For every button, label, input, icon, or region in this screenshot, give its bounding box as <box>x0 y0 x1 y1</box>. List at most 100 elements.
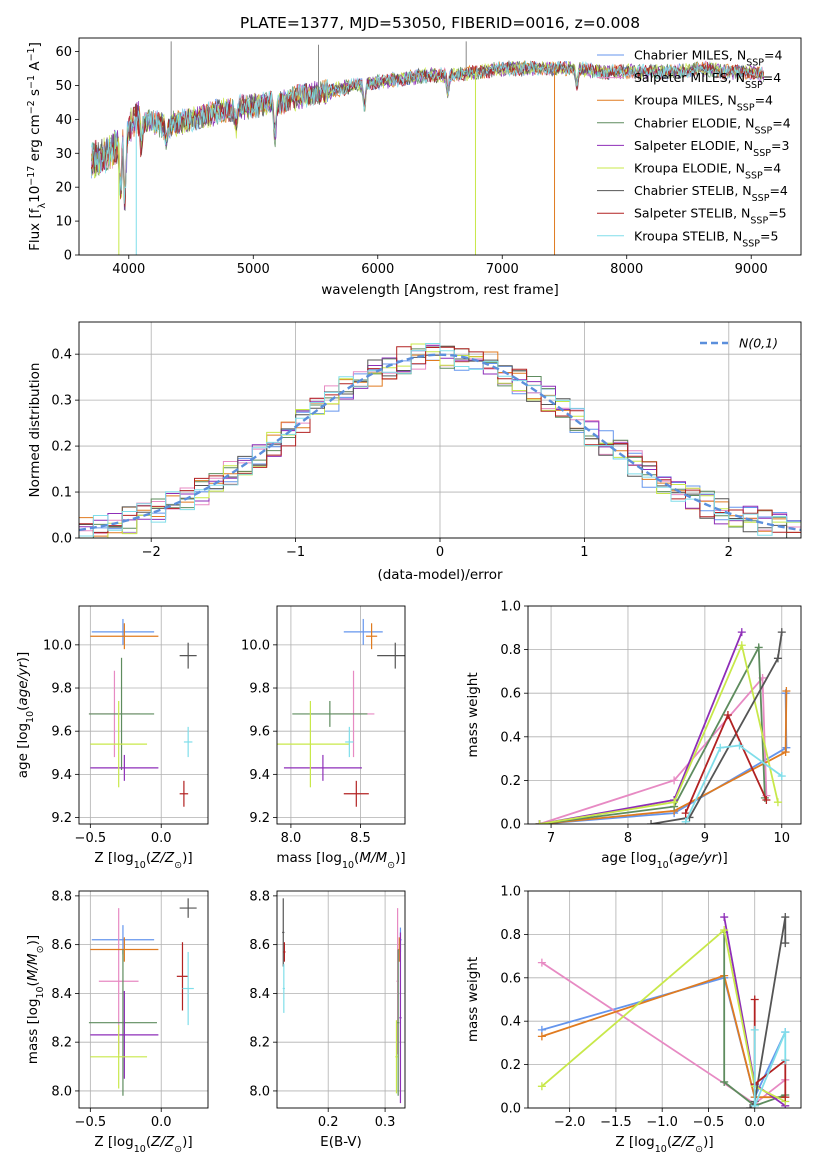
weight-marker <box>670 776 679 785</box>
x-tick-label: 0.0 <box>151 1115 172 1130</box>
weight-marker <box>781 1028 790 1037</box>
panel-residual_hist: −2 −1 0 1 2 0.0 0.1 0.2 0.3 0.4 N(0,1) (data-model)… <box>27 321 802 583</box>
spectrum-line <box>91 60 764 204</box>
y-tick-label: 0 <box>64 249 72 264</box>
x-tick-label: −1.0 <box>646 1115 678 1130</box>
weight-marker <box>737 628 746 637</box>
weight-marker <box>754 643 763 652</box>
axes-frame <box>78 37 802 256</box>
x-tick-label: 9000 <box>735 262 768 277</box>
weight-marker <box>777 772 786 781</box>
x-axis-label: (data-model)/error <box>377 567 503 583</box>
y-tick-label: 40 <box>55 113 72 128</box>
weight-marker <box>720 1077 729 1086</box>
weight-line <box>749 916 787 1108</box>
x-tick-label: 0.0 <box>744 1115 765 1130</box>
legend-label: Kroupa MILES, NSSP=4 <box>634 93 773 114</box>
y-tick-label: 60 <box>55 45 72 60</box>
weight-marker <box>773 798 782 807</box>
weight-marker <box>777 628 786 637</box>
x-axis-label: Z [log10(Z/Z⊙)] <box>94 1134 192 1155</box>
x-tick-label: 8.5 <box>350 831 371 846</box>
y-tick-label: 1.0 <box>500 600 521 615</box>
gridlines <box>277 891 405 1108</box>
figure-title: PLATE=1377, MJD=53050, FIBERID=0016, z=0… <box>240 14 640 32</box>
y-tick-label: 30 <box>55 147 72 162</box>
histogram-step <box>79 343 801 537</box>
ticks: 7 8 9 10 0.0 0.2 0.4 0.6 0.8 1.0 <box>500 600 790 847</box>
y-tick-label: 9.8 <box>51 682 72 697</box>
x-tick-label: 0.2 <box>318 1115 339 1130</box>
x-tick-label: 7 <box>547 831 555 846</box>
ticks: −0.5 0.0 8.0 8.2 8.4 8.6 8.8 <box>51 889 171 1130</box>
x-tick-label: 0 <box>436 545 444 560</box>
y-axis-label: Normed distribution <box>27 363 43 498</box>
y-tick-label: 8.4 <box>249 987 270 1002</box>
x-tick-label: 6000 <box>361 262 394 277</box>
weight-marker <box>781 748 790 757</box>
weight-marker <box>773 654 782 663</box>
weight-line <box>684 744 783 823</box>
panel-mass_vs_Z: −0.5 0.0 8.0 8.2 8.4 8.6 8.8 Z [log10(Z/Z⊙)] mas… <box>25 889 209 1155</box>
weight-marker <box>781 1093 790 1102</box>
legend-label: Salpeter ELODIE, NSSP=3 <box>634 138 789 159</box>
plot-area <box>88 618 197 807</box>
y-tick-label: 0.3 <box>51 394 72 409</box>
weight-marker <box>762 796 771 805</box>
y-tick-label: 0.4 <box>500 730 521 745</box>
x-tick-label: 1 <box>580 545 588 560</box>
y-tick-label: 9.6 <box>51 725 72 740</box>
x-tick-label: 8000 <box>610 262 643 277</box>
weight-line <box>539 642 779 824</box>
gridlines <box>79 606 208 824</box>
gaussian-curve <box>79 353 801 532</box>
weight-marker <box>681 817 690 824</box>
y-tick-label: 10.0 <box>241 638 270 653</box>
weight-line <box>753 1029 787 1107</box>
y-tick-label: 0.6 <box>500 971 521 986</box>
y-tick-label: 8.8 <box>249 889 270 904</box>
y-tick-label: 9.6 <box>249 725 270 740</box>
y-tick-label: 8.2 <box>249 1036 270 1051</box>
plot-area <box>535 628 791 824</box>
legend-label: N(0,1) <box>739 336 778 351</box>
weight-line <box>541 928 786 1103</box>
y-tick-label: 8.6 <box>51 938 72 953</box>
weight-marker <box>723 711 732 719</box>
y-tick-label: 9.4 <box>51 768 72 783</box>
weight-line <box>723 932 786 1107</box>
y-axis-label: Flux [fλ10−17 erg cm−2 s−1 A−1] <box>26 42 48 251</box>
y-tick-label: 0.6 <box>500 687 521 702</box>
x-tick-label: 10 <box>774 831 791 846</box>
weight-marker <box>681 809 690 818</box>
legend-label: Chabrier ELODIE, NSSP=4 <box>634 115 791 136</box>
ticks: 8.0 8.5 9.2 9.4 9.6 9.8 10.0 <box>241 638 371 846</box>
panel-weight_vs_age: 7 8 9 10 0.0 0.2 0.4 0.6 0.8 1.0 age [log10(age/yr… <box>465 600 802 871</box>
legend-label: Salpeter MILES, NSSP=4 <box>634 70 781 91</box>
y-tick-label: 0.2 <box>500 774 521 789</box>
x-tick-label: −2.0 <box>554 1115 586 1130</box>
y-tick-label: 0.2 <box>51 440 72 455</box>
x-axis-label: age [log10(age/yr)] <box>601 850 727 871</box>
ticks: 4000 5000 6000 7000 8000 9000 0 10 20 30 40 50 60 <box>55 45 767 277</box>
panel-age_vs_Z: −0.5 0.0 9.2 9.4 9.6 9.8 10.0 Z [log10(Z/Z⊙)] ag… <box>15 605 209 871</box>
weight-marker <box>735 741 744 750</box>
y-tick-label: 9.8 <box>249 682 270 697</box>
y-axis-label: age [log10(age/yr)] <box>15 652 36 778</box>
axes-frame <box>527 605 802 825</box>
weight-marker <box>537 1082 546 1091</box>
ticks: 0.2 0.3 8.0 8.2 8.4 8.6 8.8 <box>249 889 395 1130</box>
gridlines <box>528 605 801 825</box>
y-tick-label: 10.0 <box>43 638 72 653</box>
y-axis-label: mass weight <box>465 957 481 1042</box>
y-tick-label: 0.0 <box>500 1102 521 1117</box>
y-tick-label: 9.4 <box>249 768 270 783</box>
weight-marker <box>537 958 546 967</box>
weight-marker <box>750 995 759 1004</box>
weight-line <box>539 644 766 824</box>
histogram-step <box>79 343 801 538</box>
gridlines <box>79 891 208 1108</box>
weight-line <box>539 690 788 824</box>
weight-line <box>541 974 786 1099</box>
plot-area <box>79 343 801 538</box>
